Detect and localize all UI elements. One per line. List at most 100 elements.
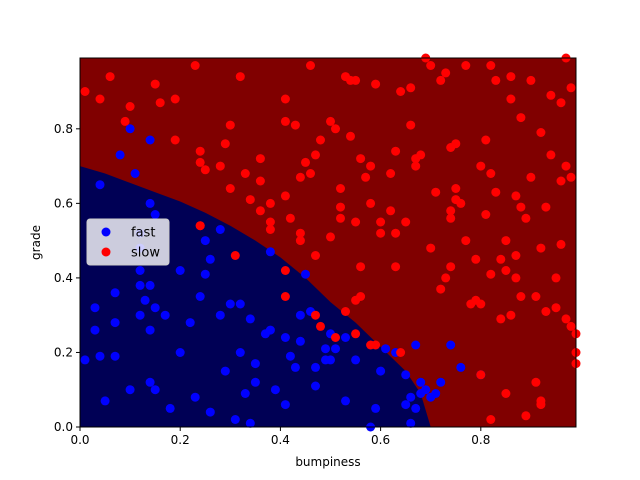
fast-point	[456, 362, 466, 372]
slow-point	[306, 61, 315, 70]
slow-point	[426, 61, 436, 70]
plot-frame	[79, 57, 577, 428]
slow-point	[451, 139, 461, 149]
legend-label-slow: slow	[131, 246, 160, 261]
legend-marker-slow	[101, 247, 111, 257]
fast-point	[205, 254, 215, 264]
slow-point	[326, 116, 335, 126]
legend: fast slow	[86, 218, 170, 266]
slow-point	[526, 75, 536, 85]
slow-point	[401, 217, 411, 227]
y-tick-label: 0.6	[54, 196, 73, 210]
slow-point	[461, 61, 471, 70]
slow-point	[536, 243, 546, 253]
slow-point	[436, 284, 446, 294]
slow-point	[356, 154, 366, 164]
slow-point	[371, 340, 381, 350]
slow-point	[245, 195, 255, 205]
slow-point	[331, 333, 340, 342]
slow-point	[391, 228, 401, 238]
slow-point	[295, 172, 305, 182]
fast-point	[290, 362, 300, 372]
slow-point	[556, 239, 566, 249]
slow-point	[426, 243, 436, 253]
fast-point	[446, 340, 456, 350]
slow-point	[280, 94, 290, 104]
slow-point	[561, 161, 571, 171]
slow-point	[391, 262, 401, 272]
slow-point	[506, 94, 516, 104]
slow-point	[105, 72, 115, 82]
y-axis: 0.0 0.2 0.4 0.6 0.8	[54, 122, 80, 434]
fast-point	[381, 344, 391, 354]
slow-point	[215, 161, 225, 171]
slow-point	[516, 202, 526, 212]
slow-point	[476, 370, 486, 380]
slow-point	[531, 292, 541, 301]
slow-point	[486, 61, 496, 70]
slow-point	[506, 72, 516, 82]
fast-point	[411, 340, 421, 350]
fast-point	[200, 236, 210, 246]
slow-point	[396, 87, 406, 96]
fast-point	[295, 310, 305, 320]
slow-point	[491, 75, 501, 85]
slow-point	[536, 400, 546, 410]
fast-point	[406, 392, 416, 402]
x-tick-label: 0.6	[371, 433, 390, 447]
fast-point	[250, 377, 260, 387]
slow-point	[511, 273, 521, 283]
slow-point	[391, 146, 401, 156]
fast-point	[235, 348, 245, 357]
slow-point	[366, 161, 376, 171]
slow-point	[280, 116, 290, 126]
slow-point	[240, 169, 250, 178]
fast-point	[235, 299, 245, 309]
plot-area	[79, 53, 581, 432]
points-layer	[80, 53, 581, 432]
fast-point	[110, 351, 120, 361]
fast-point	[95, 180, 105, 190]
slow-point	[265, 217, 275, 227]
x-tick-label: 0.0	[70, 433, 89, 447]
slow-point	[441, 273, 451, 283]
fast-point	[225, 299, 235, 309]
fast-point	[240, 389, 250, 398]
slow-point	[516, 292, 526, 301]
fast-point	[230, 415, 240, 424]
fast-point	[175, 266, 185, 275]
slow-point	[406, 83, 416, 93]
legend-marker-fast	[101, 227, 111, 237]
y-tick-label: 0.2	[54, 345, 73, 359]
y-tick-label: 0.4	[54, 271, 73, 285]
fast-point	[371, 403, 381, 413]
legend-label-fast: fast	[131, 226, 155, 241]
fast-point	[250, 359, 260, 369]
slow-point	[295, 236, 305, 246]
slow-point	[526, 172, 536, 182]
slow-point	[351, 329, 361, 339]
fast-point	[416, 377, 426, 387]
fast-point	[140, 295, 150, 305]
fast-point	[301, 269, 310, 279]
fast-point	[110, 318, 120, 328]
slow-point	[451, 184, 461, 193]
slow-point	[516, 113, 526, 123]
slow-point	[511, 251, 521, 260]
slow-point	[351, 75, 361, 85]
slow-point	[376, 217, 386, 227]
slow-point	[551, 303, 561, 313]
y-tick-label: 0.8	[54, 122, 73, 136]
fast-point	[90, 325, 100, 335]
fast-point	[436, 377, 446, 387]
slow-point	[546, 150, 556, 160]
fast-point	[115, 150, 125, 160]
fast-point	[245, 418, 255, 428]
slow-point	[290, 120, 300, 130]
slow-point	[441, 68, 451, 78]
slow-point	[501, 389, 511, 398]
slow-point	[150, 79, 160, 89]
slow-point	[481, 210, 491, 219]
fast-point	[165, 403, 175, 413]
